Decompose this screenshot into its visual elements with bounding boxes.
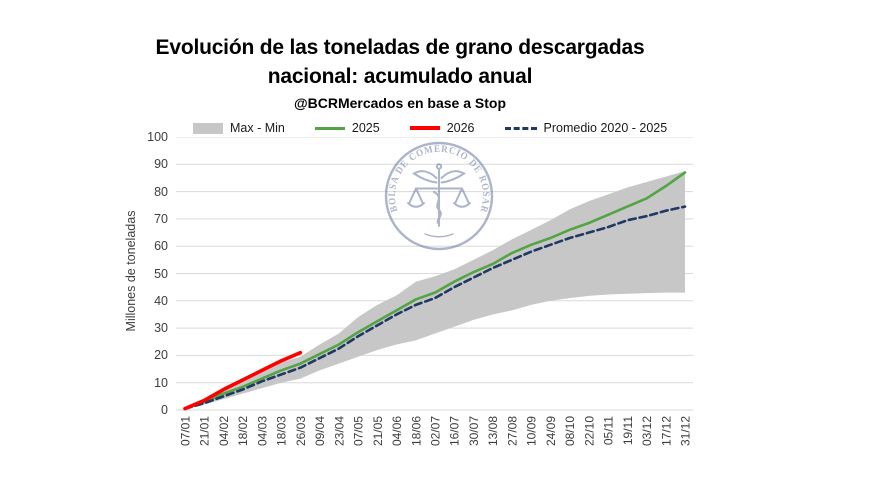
chart-title-line1: Evolución de las toneladas de grano desc… bbox=[155, 36, 645, 59]
x-tick-label: 16/07 bbox=[448, 416, 462, 446]
y-tick-label: 0 bbox=[161, 403, 168, 417]
x-tick-label: 23/04 bbox=[332, 416, 346, 446]
x-tick-label: 13/08 bbox=[486, 416, 500, 446]
x-tick-label: 19/11 bbox=[621, 416, 635, 445]
y-tick-label: 10 bbox=[154, 375, 168, 390]
y-tick-label: 30 bbox=[154, 321, 168, 336]
legend-item-2025: 2025 bbox=[314, 121, 380, 135]
x-tick-label: 27/08 bbox=[505, 416, 519, 446]
x-tick-label: 31/12 bbox=[679, 416, 693, 446]
x-tick-label: 18/02 bbox=[236, 416, 250, 446]
legend-label-promedio: Promedio 2020 - 2025 bbox=[543, 121, 668, 135]
line-2025-swatch-icon bbox=[314, 126, 345, 130]
y-tick-label: 20 bbox=[154, 348, 168, 363]
x-tick-label: 17/12 bbox=[659, 416, 673, 446]
legend-label-2025: 2025 bbox=[351, 121, 380, 135]
x-tick-label: 09/04 bbox=[313, 416, 327, 446]
y-tick-label: 60 bbox=[154, 239, 168, 254]
chart-legend: Max - Min 2025 2026 Promedio 2020 - 2025 bbox=[193, 119, 698, 137]
x-tick-label: 26/03 bbox=[294, 416, 308, 446]
x-tick-label: 24/09 bbox=[544, 416, 558, 446]
x-tick-label: 30/07 bbox=[467, 416, 481, 446]
chart-title-line2: nacional: acumulado anual bbox=[267, 65, 533, 88]
legend-item-2026: 2026 bbox=[409, 121, 475, 135]
legend-label-max-min: Max - Min bbox=[230, 121, 285, 135]
x-tick-label: 04/06 bbox=[390, 416, 404, 446]
legend-label-2026: 2026 bbox=[446, 121, 475, 135]
chart-subtitle: @BCRMercados en base a Stop bbox=[293, 95, 507, 111]
legend-item-max-min: Max - Min bbox=[193, 121, 285, 135]
y-tick-label: 80 bbox=[154, 184, 168, 199]
x-tick-label: 07/05 bbox=[352, 416, 366, 446]
y-tick-label: 70 bbox=[154, 211, 168, 226]
caduceus-scales-icon bbox=[407, 163, 471, 238]
legend-item-promedio: Promedio 2020 - 2025 bbox=[504, 121, 668, 135]
y-tick-label: 50 bbox=[154, 266, 168, 281]
x-tick-label: 10/09 bbox=[525, 416, 539, 446]
x-tick-label: 08/10 bbox=[563, 416, 577, 446]
y-tick-label: 90 bbox=[154, 157, 168, 172]
x-tick-label: 07/01 bbox=[179, 416, 193, 446]
band-swatch-icon bbox=[193, 122, 223, 134]
dashed-line-swatch-icon bbox=[504, 126, 537, 130]
y-tick-label: 40 bbox=[154, 293, 168, 308]
chart-title-block: Evolución de las toneladas de grano desc… bbox=[0, 33, 800, 113]
x-tick-label: 02/07 bbox=[429, 416, 443, 446]
x-tick-label: 21/01 bbox=[198, 416, 212, 446]
line-2026-swatch-icon bbox=[409, 126, 440, 130]
x-tick-label: 05/11 bbox=[602, 416, 616, 445]
chart-plot-area: 07/01 21/01 04/02 18/02 04/03 18/03 26/03 09/04… bbox=[176, 137, 693, 446]
x-tick-label: 04/03 bbox=[255, 416, 269, 446]
x-tick-label: 21/05 bbox=[371, 416, 385, 446]
x-tick-label: 22/10 bbox=[582, 416, 596, 446]
x-tick-label: 04/02 bbox=[217, 416, 231, 446]
bcr-watermark-logo: BOLSA DE COMERCIO DE ROSARIO bbox=[383, 140, 494, 251]
y-tick-label: 100 bbox=[147, 130, 168, 144]
x-tick-label: 18/03 bbox=[275, 416, 289, 446]
x-tick-label: 18/06 bbox=[409, 416, 423, 446]
x-tick-label: 03/12 bbox=[640, 416, 654, 446]
